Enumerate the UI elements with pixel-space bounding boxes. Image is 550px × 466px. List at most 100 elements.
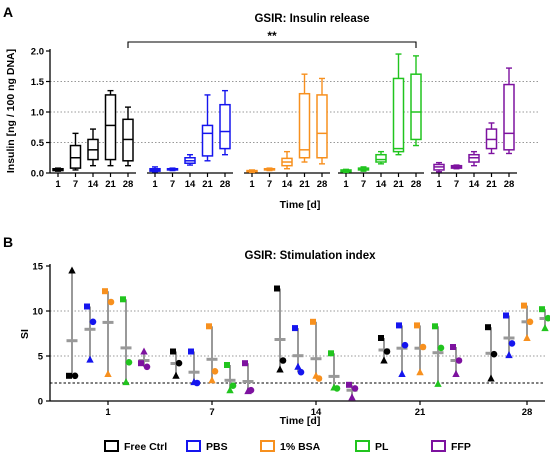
data-point-triangle [434,379,442,387]
box-pl-day-1 [340,168,352,174]
chart-a-xtick-label: 7 [267,179,272,190]
box-pl-day-21 [392,53,405,156]
chart-b-ytick-label: 0 [38,397,43,408]
chart-a-xtick-label: 21 [486,179,497,190]
data-point-triangle [104,370,112,377]
data-point-square [84,303,90,310]
box-iqr [375,153,387,163]
data-point-circle [279,357,287,364]
si-1-bsa-day-28 [521,302,534,341]
data-point-triangle [398,370,406,377]
box-pbs-day-1 [149,166,161,173]
box-free-ctrl-day-14 [87,128,99,167]
box-iqr [219,103,231,150]
data-point-square [396,322,402,329]
chart-a-xtick-label: 1 [343,179,349,190]
data-point-circle [107,298,115,306]
box-ffp-day-14 [468,150,480,167]
box-1-bsa-day-7 [263,167,276,172]
data-point-square [378,335,384,341]
legend-item-ffp: FFP [431,440,471,453]
panel-b-letter: B [3,234,13,250]
legend-label: FFP [451,441,471,453]
box-pl-day-7 [357,166,370,172]
data-point-square [485,324,491,331]
box-iqr [298,92,311,159]
box-free-ctrl-day-28 [122,106,134,167]
chart-a-xtick-label: 7 [454,179,459,190]
significance-bracket [127,41,417,48]
data-point-triangle [348,393,356,401]
data-point-circle [351,385,359,392]
legend-swatch [431,440,446,452]
box-iqr [316,94,328,159]
legend-label: PBS [206,441,228,453]
data-point-triangle [172,371,180,379]
data-point-square [274,285,280,292]
significance-label: ** [267,29,277,43]
data-point-triangle [208,376,216,384]
box-ffp-day-21 [485,122,498,155]
si-pl-day-14 [328,350,341,392]
si-pbs-day-1 [84,303,97,363]
data-point-square [102,288,108,295]
data-point-circle [143,363,151,371]
chart-b-title: GSIR: Stimulation index [245,250,377,262]
si-1-bsa-day-1 [102,288,115,377]
si-pbs-day-14 [292,325,305,376]
chart-a-xtick-label: 28 [411,179,422,190]
data-point-circle [229,382,237,390]
data-point-triangle [122,378,130,386]
box-1-bsa-day-21 [298,73,311,163]
chart-a-xtick-label: 1 [249,179,255,190]
chart-a-xtick-label: 14 [88,179,99,190]
si-pbs-day-28 [503,312,516,359]
chart-a-xtick-label: 1 [55,179,61,190]
box-pbs-day-7 [166,167,179,172]
chart-b-xtick-label: 7 [209,407,214,418]
data-point-square [521,302,527,309]
si-1-bsa-day-21 [414,322,427,376]
data-point-triangle [523,334,531,341]
data-point-circle [211,368,219,375]
box-ffp-day-28 [503,67,515,155]
box-pl-day-14 [375,150,387,165]
chart-a-ytick-label: 1.5 [31,77,45,88]
legend-label: 1% BSA [280,441,321,453]
chart-a-xlabel: Time [d] [280,199,321,211]
data-point-square [310,318,316,325]
data-point-circle [175,359,183,367]
chart-b-ytick-label: 10 [32,307,43,318]
data-point-circle [490,350,498,358]
legend-swatch [104,440,119,452]
legend-item-pl: PL [355,440,389,453]
legend-item-free-ctrl: Free Ctrl [104,440,167,453]
chart-b-xlabel: Time [d] [280,415,321,427]
box-iqr [69,144,82,169]
data-point-square [188,348,194,355]
si-free-ctrl-day-1 [66,266,79,380]
chart-b-plot: 0 5 10 15 1 7 14 21 28 [32,262,550,418]
si-pbs-day-7 [188,348,201,387]
data-point-triangle [541,324,549,332]
data-point-square [66,372,72,379]
data-point-triangle [505,351,513,359]
data-point-triangle [487,374,495,382]
data-point-circle [125,359,133,366]
data-point-triangle [140,347,148,355]
data-point-circle [89,318,97,326]
box-pl-day-28 [410,55,422,147]
data-point-circle [71,372,79,380]
si-pl-day-28 [539,306,550,332]
legend-label: PL [375,441,389,453]
si-free-ctrl-day-21 [378,335,391,364]
si-ffp-day-7 [242,360,255,395]
data-point-triangle [312,371,320,379]
chart-a-xtick-label: 1 [436,179,442,190]
box-1-bsa-day-14 [281,150,293,170]
chart-b-xtick-label: 28 [522,407,533,418]
data-point-triangle [380,356,388,364]
data-point-triangle [226,386,234,394]
chart-b-xtick-label: 1 [105,407,111,418]
box-iqr [410,73,422,141]
